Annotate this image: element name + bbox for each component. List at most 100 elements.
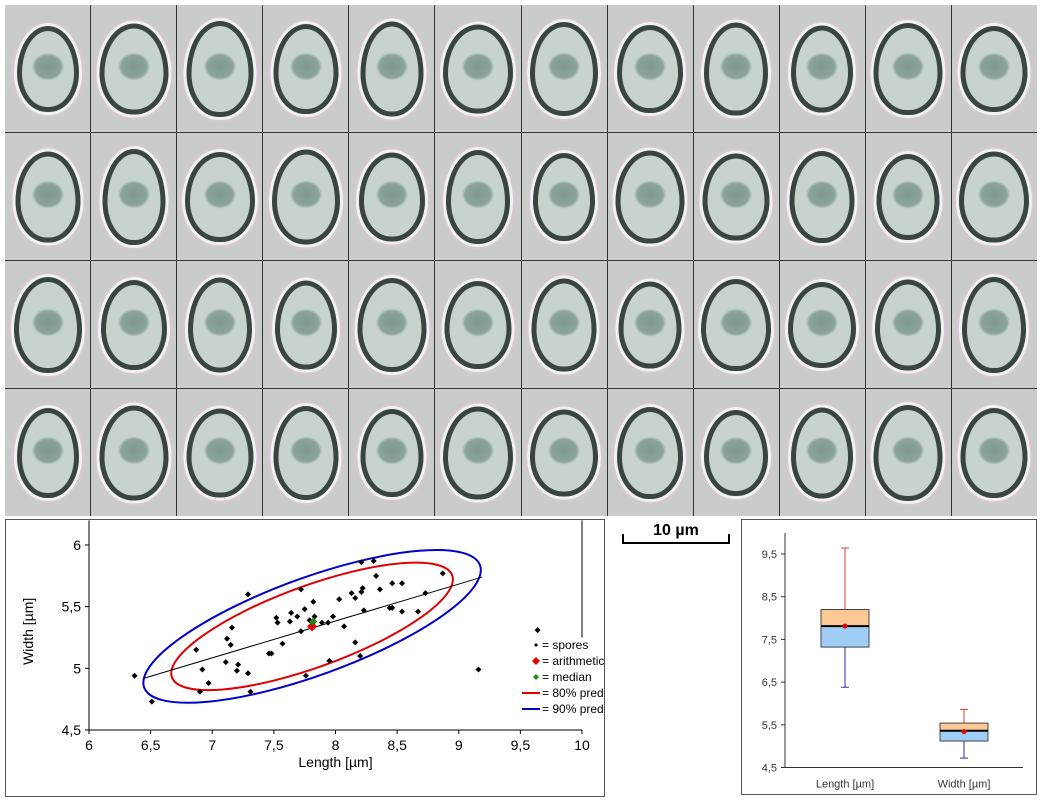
scatter-panel: 6 6,5 7 7,5 8 8,5 9 9,5 10 4,5 5 5,5 6 Length [µm] Wid…: [5, 519, 711, 797]
data-point: [330, 613, 337, 620]
spore-image: [865, 133, 951, 260]
spore-outline: [186, 408, 254, 497]
data-point: [199, 666, 206, 673]
spore-image: [5, 389, 91, 516]
category-label: Length [µm]: [816, 779, 874, 791]
legend-label: = median: [542, 670, 592, 684]
spore-outline: [16, 407, 79, 498]
scale-bar: 10 µm: [622, 522, 730, 544]
ellipse-80: [170, 561, 454, 692]
y-tick-label: 5: [73, 660, 81, 676]
spore-outline: [99, 23, 169, 114]
x-axis-label: Length [µm]: [298, 754, 372, 770]
spore-image: [263, 261, 349, 388]
data-point: [131, 672, 138, 679]
spore-outline: [789, 150, 855, 243]
data-point: [326, 657, 333, 664]
data-point: [336, 596, 343, 603]
data-point: [244, 591, 251, 598]
spore-outline: [187, 277, 252, 372]
scale-bar-line: [622, 534, 730, 544]
spore-outline: [704, 22, 769, 115]
spore-image: [865, 261, 951, 388]
mean-marker: [961, 729, 967, 735]
scatter-chart: 6 6,5 7 7,5 8 8,5 9 9,5 10 4,5 5 5,5 6 Length [µm] Wid…: [20, 520, 711, 770]
median-marker: [309, 617, 318, 626]
y-tick-label: 5,5: [762, 720, 777, 732]
data-point: [360, 607, 367, 614]
data-point: [247, 688, 254, 695]
spore-outline: [360, 21, 424, 116]
scale-bar-label: 10 µm: [653, 522, 699, 539]
x-tick-label: 8,5: [387, 737, 407, 753]
data-point: [422, 590, 429, 597]
data-point: [205, 680, 212, 687]
spore-outline: [271, 149, 340, 244]
data-point: [352, 639, 359, 646]
data-point: [439, 570, 446, 577]
spore-outline: [15, 151, 81, 242]
data-point: [279, 640, 286, 647]
spore-image: [521, 261, 607, 388]
spore-outline: [184, 151, 255, 242]
legend-label: = 90% prediction interval ellipse: [542, 702, 604, 716]
spore-image: [263, 5, 349, 132]
ellipse-90: [142, 549, 482, 704]
spore-outline: [357, 277, 427, 372]
spore-image: [91, 261, 177, 388]
spore-image: [5, 133, 91, 260]
category-label: Width [µm]: [938, 779, 991, 791]
data-point: [286, 618, 293, 625]
mean-marker: [307, 621, 318, 632]
spore-outline: [876, 153, 940, 240]
y-axis-label: Width [µm]: [20, 598, 36, 665]
spore-image: [521, 389, 607, 516]
data-point: [268, 650, 275, 657]
spore-outline: [444, 280, 512, 369]
spore-image: [435, 261, 521, 388]
spore-image: [779, 133, 865, 260]
data-point: [294, 613, 301, 620]
spore-image: [779, 261, 865, 388]
data-point: [341, 623, 348, 630]
spore-image: [693, 5, 779, 132]
x-tick-label: 9: [455, 737, 463, 753]
data-point: [359, 585, 366, 592]
spore-outline: [530, 409, 599, 496]
spore-image: [177, 133, 263, 260]
spore-micrograph-grid: [5, 5, 1037, 516]
data-point: [148, 698, 155, 705]
spore-outline: [617, 24, 684, 113]
spore-image: [693, 133, 779, 260]
y-tick-label: 7,5: [762, 634, 777, 646]
spore-outline: [99, 405, 169, 500]
data-point: [193, 646, 200, 653]
spore-outline: [442, 406, 513, 499]
data-point: [244, 670, 251, 677]
data-point: [415, 608, 422, 615]
x-tick-label: 7,5: [264, 737, 284, 753]
x-tick-label: 6: [85, 737, 93, 753]
spore-outline: [873, 404, 943, 501]
data-point: [389, 580, 396, 587]
spore-image: [693, 389, 779, 516]
spore-outline: [186, 20, 254, 117]
data-point: [222, 659, 229, 666]
spore-outline: [531, 278, 597, 371]
spore-outline: [702, 153, 770, 240]
spore-image: [349, 261, 435, 388]
spore-outline: [358, 152, 425, 241]
spore-outline: [617, 406, 684, 499]
data-point: [227, 641, 234, 648]
data-point: [301, 606, 308, 613]
spore-outline: [618, 281, 682, 368]
y-tick-label: 6,5: [762, 677, 777, 689]
data-point: [376, 586, 383, 593]
legend-label: = 80% prediction interval ellipse: [542, 686, 604, 700]
spore-image: [177, 389, 263, 516]
data-point: [288, 609, 295, 616]
spore-image: [91, 5, 177, 132]
data-point: [534, 627, 541, 634]
spore-outline: [873, 22, 943, 115]
spore-image: [177, 261, 263, 388]
